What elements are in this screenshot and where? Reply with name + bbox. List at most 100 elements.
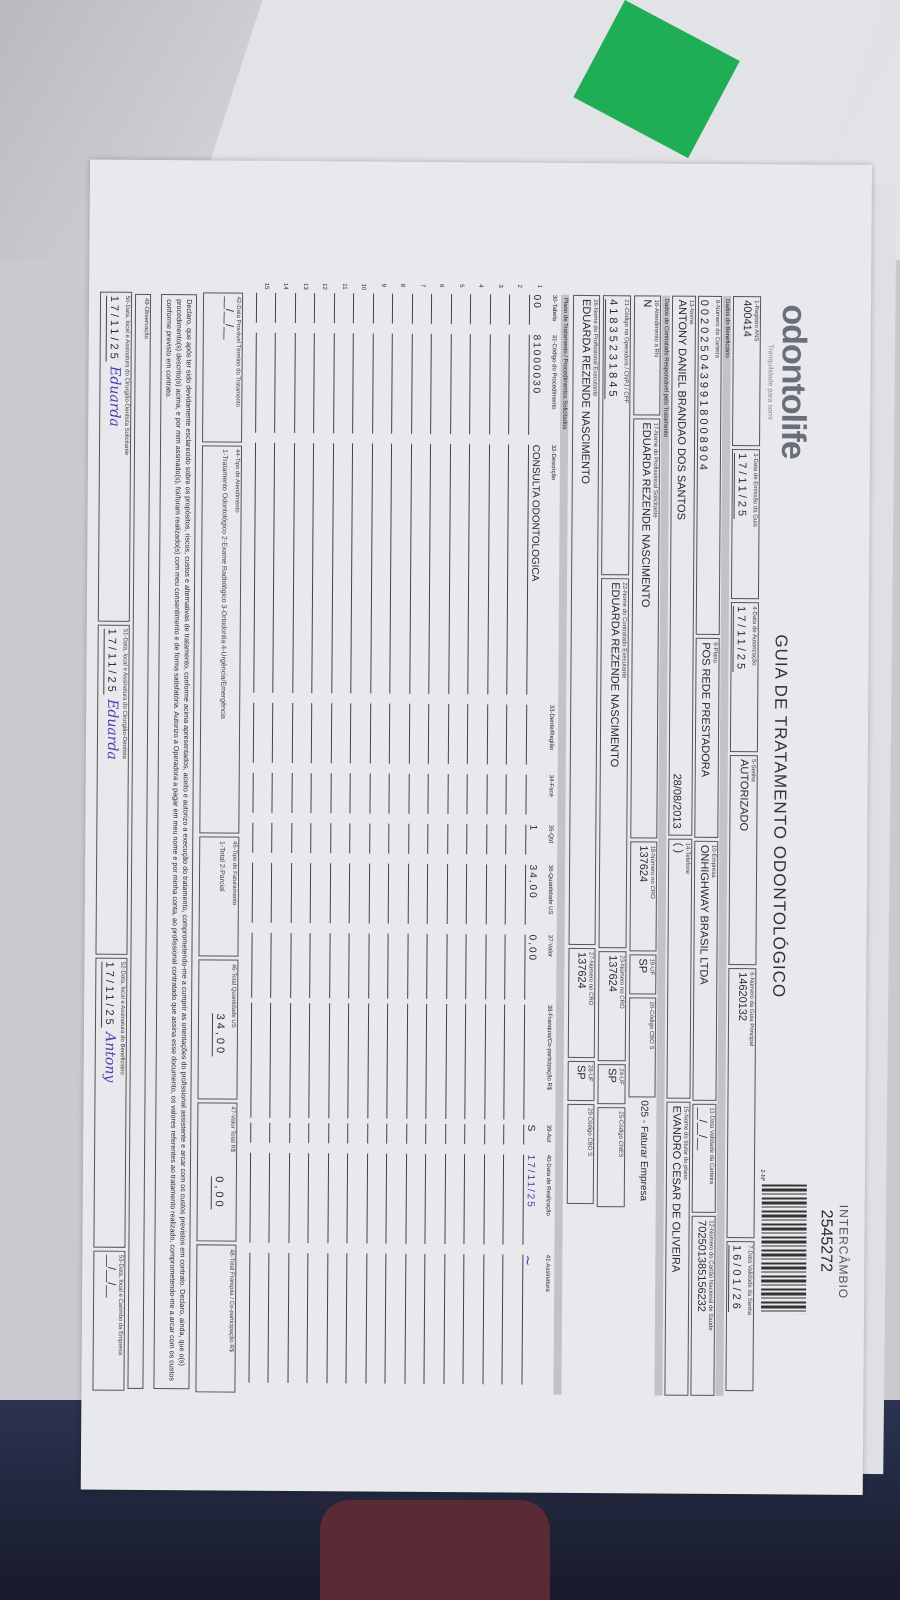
procedure-qtd [427, 823, 441, 855]
row-number: 5 [458, 284, 465, 288]
procedure-signature [443, 1254, 458, 1385]
procedure-aut [386, 1123, 400, 1144]
procedure-data [307, 1153, 322, 1244]
procedure-codigo [333, 333, 347, 434]
field-nome: 13-Nome ANTONY DANIEL BRANDAO DOS SANTOS 2… [668, 295, 697, 836]
procedure-franquia [523, 1004, 538, 1120]
field-cnes: 25-Código CNES [596, 1107, 626, 1208]
field-solicitante: 17-Nome do Profissional Solicitante EDUAR… [630, 418, 661, 839]
procedure-aut [503, 1124, 517, 1145]
row-number: 12 [321, 283, 328, 290]
field-uf-contratado: 24-UF SP [597, 1064, 626, 1105]
procedure-franquia [425, 1003, 440, 1119]
procedure-aut [289, 1122, 303, 1144]
procedure-dente [272, 702, 286, 763]
procedure-us [407, 863, 422, 924]
procedure-data [366, 1153, 381, 1244]
procedure-aut [425, 1123, 439, 1144]
dental-treatment-form: odontolife Tranquilidade para sorrir GUIA… [80, 159, 872, 1495]
procedure-valor [309, 933, 324, 999]
row-number: 4 [477, 284, 484, 288]
procedure-franquia [464, 1004, 479, 1120]
signature-dentista: 51-Data, local e Assinatura do Cirurgião… [95, 624, 130, 955]
odontolife-logo: odontolife Tranquilidade para sorrir [766, 304, 814, 459]
procedure-us [485, 864, 500, 925]
procedure-franquia [386, 1003, 401, 1119]
procedure-franquia [250, 1002, 265, 1118]
procedure-tabela [450, 294, 465, 325]
field-cro-contratado: 23-Número no CRO 137624 [597, 951, 627, 1062]
background-red-object [320, 1500, 550, 1600]
procedure-tabela [489, 294, 504, 325]
field-total-us: 46-Total Quantidade US 34,00 [197, 959, 239, 1100]
procedure-signature [482, 1254, 497, 1385]
field-cro-executante: 27-Número no CRO 137624 [567, 947, 596, 1059]
procedure-codigo [469, 334, 484, 435]
row-number: 2 [516, 284, 523, 288]
procedure-data [463, 1154, 478, 1245]
procedure-face [310, 773, 325, 814]
procedure-franquia [308, 1003, 323, 1119]
procedure-us [427, 863, 441, 925]
field-codigo-operadora: 21-Código na Operadora / CNPJ / CPF 41835… [601, 295, 632, 576]
procedure-tabela [333, 293, 348, 324]
row-number: 9 [380, 283, 387, 287]
procedure-us [388, 863, 402, 924]
column-header: 39-Aut [545, 1124, 552, 1143]
form-title: GUIA DE TRATAMENTO ODONTOLÓGICO [769, 634, 791, 999]
row-number: 7 [419, 283, 426, 288]
procedure-data [288, 1152, 303, 1244]
procedure-data [405, 1153, 420, 1244]
field-termino: 42-Data Provável Término do Tratamento __… [202, 292, 244, 443]
field-titular: 15-Nome do titular do plano EVANDRO CESAR… [664, 1101, 691, 1396]
procedure-franquia [269, 1002, 284, 1118]
procedure-us [310, 863, 324, 924]
procedure-tabela [411, 293, 426, 324]
procedure-us [290, 862, 305, 924]
procedure-descricao [350, 443, 366, 694]
field-contratado-executante: 22-Nome do Contratado Executante EDUARDA … [598, 578, 630, 949]
procedure-qtd: 1 [525, 824, 539, 855]
procedure-face [486, 774, 500, 815]
procedure-franquia [503, 1004, 518, 1120]
procedure-qtd [291, 822, 305, 854]
birth-date: 28/08/2013 [670, 773, 683, 829]
procedure-dente [486, 704, 501, 765]
procedure-tabela [314, 293, 328, 324]
procedure-qtd [330, 823, 344, 854]
column-header: 38-Franquia/Co-participação R$ [545, 1004, 553, 1091]
procedure-data [249, 1152, 264, 1243]
procedure-valor [348, 933, 363, 999]
procedure-codigo [255, 332, 269, 433]
procedure-us [271, 862, 285, 923]
billing-note: 025 - Faturar Empresa [637, 1100, 650, 1202]
field-observacao: 49-Observação [127, 293, 152, 1389]
procedure-data [385, 1153, 400, 1244]
procedure-face [466, 774, 481, 815]
procedure-dente [447, 704, 462, 765]
procedure-valor [426, 933, 441, 1000]
field-carteira: 8-Número da Carteira 0020250439918008904 [695, 295, 723, 636]
procedure-descricao: CONSULTA ODONTOLOGICA [526, 444, 542, 695]
column-header: 30-Tabela [550, 294, 558, 322]
procedure-signature [326, 1253, 341, 1384]
procedure-qtd [349, 823, 363, 854]
procedure-codigo [372, 333, 386, 434]
procedure-signature [248, 1252, 263, 1383]
procedure-descricao [311, 443, 327, 694]
procedure-us: 34,00 [524, 864, 539, 925]
procedure-face [427, 773, 442, 815]
procedure-descricao [331, 443, 347, 694]
procedure-aut [406, 1123, 420, 1144]
field-senha: 5-Senha AUTORIZADO [728, 755, 758, 966]
barcode-number: 2545272 [817, 1209, 835, 1273]
field-tipo-atendimento: 44-Tipo de Atendimento 1-Tratamento Odont… [199, 444, 243, 835]
procedure-descricao [428, 443, 444, 695]
procedure-dente [428, 703, 442, 765]
procedure-dente [506, 704, 520, 765]
procedure-us [329, 863, 344, 924]
field-validade-carteira: 11-Data Validade da Carteira __/__/__ [691, 1103, 717, 1214]
contratado-row-3: 26-Nome do Profissional Executante EDUARD… [565, 294, 601, 1395]
field-total-franquia: 48-Total Franquia / Co-participação R$ [195, 1244, 237, 1393]
procedure-qtd [310, 823, 324, 854]
